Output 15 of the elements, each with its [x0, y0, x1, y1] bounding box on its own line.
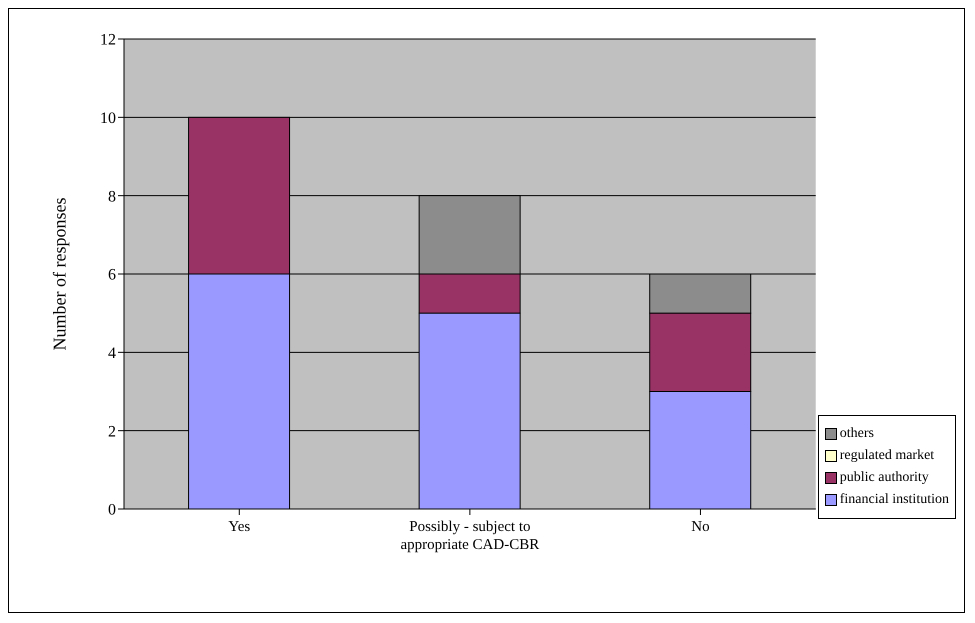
y-tick-label: 2: [108, 423, 116, 440]
legend-label: others: [840, 426, 874, 442]
y-tick-label: 4: [108, 345, 116, 362]
legend-label: public authority: [840, 470, 929, 486]
y-tick-label: 0: [108, 502, 116, 519]
y-tick-label: 12: [100, 32, 116, 49]
x-tick-label: Yes: [228, 519, 250, 535]
x-tick-label: No: [691, 519, 710, 535]
legend-label: financial institution: [840, 492, 949, 508]
y-axis-title: Number of responses: [49, 198, 70, 350]
legend-label: regulated market: [840, 448, 934, 464]
x-tick-label: Possibly - subject to appropriate CAD-CBR: [400, 519, 540, 553]
y-tick-label: 6: [108, 266, 116, 284]
y-tick-label: 10: [100, 110, 116, 128]
y-tick-label: 8: [108, 188, 116, 206]
